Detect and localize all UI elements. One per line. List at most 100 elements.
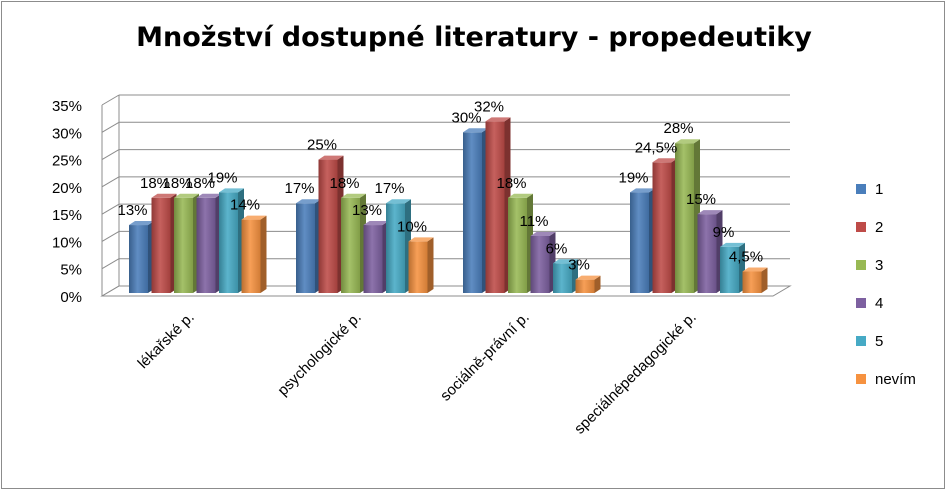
bar-front — [508, 197, 527, 293]
legend-swatch — [856, 260, 866, 270]
bar — [196, 193, 222, 293]
legend-item: 5 — [856, 322, 916, 360]
legend-label: 3 — [875, 256, 884, 274]
bar-top — [363, 221, 389, 226]
y-tick-label: 0% — [60, 289, 82, 306]
bar-front — [129, 225, 148, 293]
bar-top — [151, 193, 177, 198]
bar — [508, 193, 533, 293]
data-label: 18% — [329, 175, 359, 192]
category-label: psychologické p. — [274, 309, 364, 399]
bar-front — [408, 241, 428, 293]
data-label: 11% — [520, 213, 549, 230]
legend-label: 4 — [875, 294, 884, 312]
bar-top — [575, 275, 601, 280]
bar-top — [296, 199, 321, 204]
bar-front — [485, 121, 505, 293]
gridline-side — [101, 285, 120, 297]
category-label: speciálnépedagogické p. — [571, 309, 700, 438]
bar-front — [675, 143, 694, 293]
y-tick-label: 5% — [60, 262, 82, 279]
bar — [386, 199, 411, 293]
bar — [129, 221, 154, 293]
data-label: 9% — [713, 224, 735, 241]
legend-swatch — [856, 298, 866, 308]
legend-swatch — [856, 374, 866, 384]
bar-side — [594, 275, 601, 293]
data-label: 18% — [140, 175, 170, 192]
data-label: 18% — [496, 175, 526, 192]
bar-top — [553, 259, 578, 264]
bar-top — [341, 193, 366, 198]
bars — [129, 117, 768, 293]
data-label: 13% — [352, 202, 382, 219]
bar-top — [196, 193, 222, 198]
bar-top — [530, 231, 556, 236]
bar-top — [318, 155, 344, 160]
y-tick-label: 25% — [52, 153, 82, 170]
data-label: 24,5% — [635, 139, 678, 156]
bar — [363, 221, 389, 293]
gridline-side — [101, 258, 120, 270]
bar-top — [241, 215, 267, 220]
legend-item: 4 — [856, 284, 916, 322]
bar-front — [386, 203, 405, 293]
data-label: 6% — [546, 240, 568, 257]
data-label: 13% — [117, 202, 147, 219]
data-label: 32% — [474, 98, 504, 115]
bar-top — [174, 193, 199, 198]
data-label: 28% — [663, 120, 693, 137]
data-label: 15% — [686, 191, 716, 208]
data-label: 18% — [185, 175, 215, 192]
bar-front — [341, 197, 360, 293]
bar — [630, 188, 655, 293]
data-label: 10% — [397, 218, 427, 235]
bar — [652, 158, 678, 293]
legend: 1 2 3 4 5 nevím — [856, 170, 916, 398]
data-label: 19% — [207, 169, 237, 186]
bar-front — [151, 197, 171, 293]
bar-front — [363, 225, 383, 293]
bar-top — [742, 267, 768, 272]
bar-front — [219, 192, 238, 293]
legend-swatch — [856, 184, 866, 194]
data-label: 17% — [284, 180, 314, 197]
bar — [174, 193, 199, 293]
bar-front — [697, 214, 717, 293]
legend-item: nevím — [856, 360, 916, 398]
bar-front — [575, 279, 595, 293]
data-label: 3% — [568, 257, 590, 274]
bar-front — [196, 197, 216, 293]
bar — [463, 128, 488, 293]
legend-label: nevím — [875, 370, 916, 388]
data-label: 14% — [230, 197, 260, 214]
bar-top — [386, 199, 411, 204]
y-tick-label: 10% — [52, 234, 82, 251]
bar — [408, 237, 434, 293]
gridline-side — [101, 149, 120, 161]
bar-front — [742, 271, 762, 293]
bar-top — [219, 188, 244, 193]
bar-side — [260, 215, 267, 293]
legend-item: 2 — [856, 208, 916, 246]
bar-front — [463, 132, 482, 293]
bar-front — [318, 159, 338, 293]
bar — [296, 199, 321, 293]
legend-swatch — [856, 336, 866, 346]
bar-front — [241, 219, 261, 293]
bar — [241, 215, 267, 293]
category-label: sociálně-právní p. — [437, 309, 533, 405]
y-tick-label: 15% — [52, 207, 82, 224]
data-label: 17% — [374, 180, 404, 197]
y-tick-label: 30% — [52, 125, 82, 142]
bar — [675, 139, 700, 293]
legend-item: 3 — [856, 246, 916, 284]
legend-label: 1 — [875, 180, 884, 198]
bar-top — [652, 158, 678, 163]
bar-top — [630, 188, 655, 193]
legend-label: 5 — [875, 332, 884, 350]
bar-front — [553, 263, 572, 293]
bar-top — [675, 139, 700, 144]
